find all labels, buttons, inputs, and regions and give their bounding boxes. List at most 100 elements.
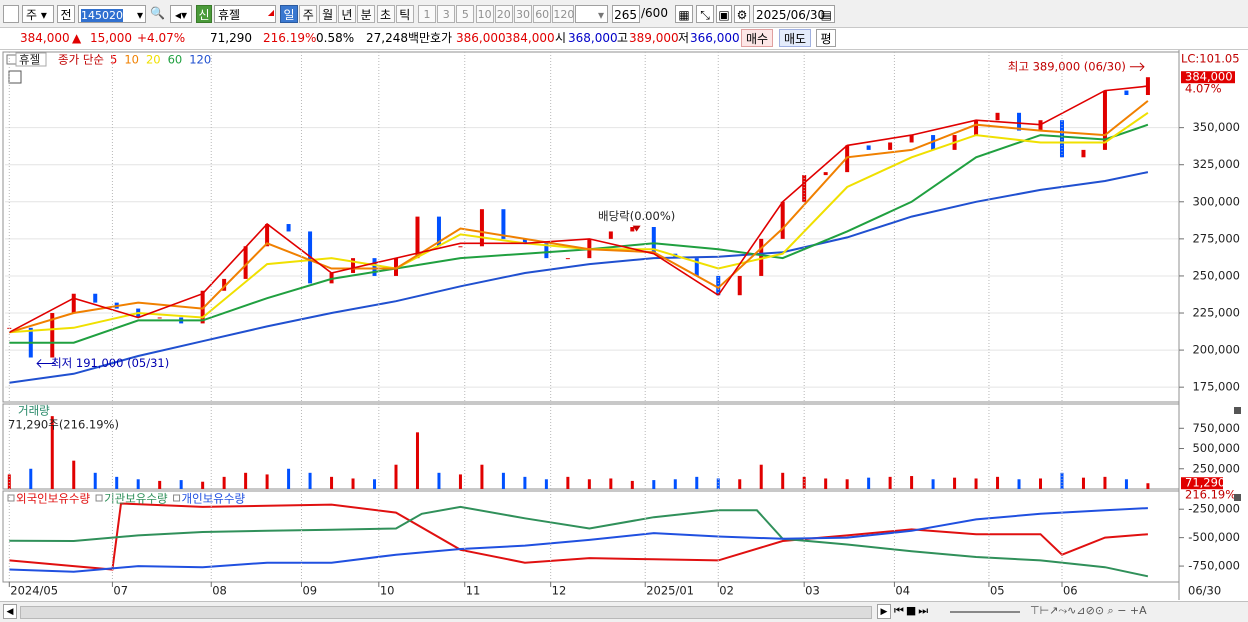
panel: [2, 51, 1180, 403]
volume-bar: [996, 476, 1000, 489]
draw-tools[interactable]: ⊤⊢↗⤳∿⊿⊘⊙ ⌕ − +A: [1030, 604, 1147, 617]
count-select[interactable]: ▾: [575, 5, 608, 23]
period-tab[interactable]: 년: [337, 5, 356, 23]
sound-icon[interactable]: ◂▾: [170, 5, 192, 23]
legend-entry: 기관보유수량: [104, 492, 168, 506]
candle: [630, 227, 635, 232]
max-count: /600: [641, 6, 668, 20]
dividend-annotation: 배당락(0.00%): [598, 209, 675, 223]
y-tick-label: 200,000: [1192, 343, 1240, 357]
period-tab[interactable]: 120: [552, 5, 575, 23]
low: 366,000: [690, 31, 740, 45]
volume-bar: [415, 432, 419, 489]
tool-icon[interactable]: ▦: [675, 5, 693, 23]
panel-title: 거래량: [18, 404, 50, 418]
scroll-track[interactable]: [20, 606, 872, 619]
period-tab[interactable]: 5: [456, 5, 475, 23]
candle: [436, 216, 441, 247]
period-tab[interactable]: 틱: [395, 5, 414, 23]
candle: [694, 258, 699, 276]
period-tab[interactable]: 3: [437, 5, 456, 23]
volume-bar: [1039, 478, 1043, 489]
toolbar: 주 ▾ 전 145020 ▾ 🔍 ◂▾ 신 휴젤 ◢ 일 주 월 년 분 초 틱 1 3 5 10 20 3…: [0, 0, 1248, 28]
y-tick-label: 350,000: [1192, 120, 1240, 134]
y-tick-label: 275,000: [1192, 231, 1240, 245]
candle: [716, 275, 721, 296]
x-tick-label: 06: [1063, 584, 1078, 598]
period-tab[interactable]: 일: [280, 5, 298, 23]
pct-label: 4.07%: [1185, 82, 1222, 96]
save-icon[interactable]: ▣: [716, 5, 732, 23]
volume-bar: [136, 479, 140, 489]
volume-bar: [888, 476, 892, 489]
candle: [1145, 77, 1150, 96]
period-tab[interactable]: 1: [418, 5, 436, 23]
candle: [93, 293, 98, 303]
candle: [608, 231, 613, 239]
period-tab[interactable]: 분: [357, 5, 376, 23]
period-tab[interactable]: 월: [318, 5, 337, 23]
legend-entry: 20: [146, 53, 161, 67]
buy-button[interactable]: 매수: [741, 29, 773, 47]
candle: [802, 175, 807, 202]
scroll-left[interactable]: ◀: [3, 604, 17, 619]
period-tab[interactable]: 주: [299, 5, 318, 23]
candle: [458, 246, 463, 248]
code-input[interactable]: 145020 ▾: [78, 5, 146, 23]
volume-bar: [716, 478, 720, 489]
volume-bar: [158, 480, 162, 489]
sell-button[interactable]: 매도: [779, 29, 811, 47]
settings-icon[interactable]: ⚙: [734, 5, 750, 23]
candle: [351, 258, 356, 273]
date-input[interactable]: 2025/06/30 ▤: [753, 5, 835, 23]
volume-bar: [931, 479, 935, 489]
period-tab[interactable]: 60: [533, 5, 552, 23]
view-count[interactable]: 265: [612, 5, 640, 23]
period-tab[interactable]: 30: [514, 5, 532, 23]
volume-bar: [1124, 479, 1128, 489]
candle: [544, 243, 549, 259]
volume-bar: [29, 468, 33, 489]
y-tick-label: -500,000: [1188, 530, 1240, 544]
tool-icon[interactable]: ⤡: [696, 5, 714, 23]
period-tab[interactable]: 20: [494, 5, 513, 23]
volume-bar: [673, 479, 677, 489]
volume-bar: [222, 476, 226, 489]
name-input[interactable]: 휴젤 ◢: [214, 5, 276, 23]
period-tab[interactable]: 초: [376, 5, 395, 23]
prev-button[interactable]: 전: [57, 5, 75, 23]
scroll-right[interactable]: ▶: [877, 604, 891, 619]
volume-bar: [695, 476, 699, 489]
new-badge: 신: [196, 5, 212, 23]
volume-bar: [115, 476, 119, 489]
code: 145020: [81, 9, 123, 22]
avg-button[interactable]: 평: [816, 29, 836, 47]
lc-label: LC:101.05: [1181, 52, 1240, 66]
volume-bar: [523, 476, 527, 489]
candle: [651, 227, 656, 254]
menu-icon[interactable]: [3, 5, 19, 23]
volume-tag: [1181, 477, 1223, 490]
period-select[interactable]: 주 ▾: [22, 5, 54, 23]
series-line: [9, 507, 1148, 573]
search-icon[interactable]: 🔍: [150, 6, 165, 20]
x-tick-label: 03: [805, 584, 820, 598]
y-tick-label: 225,000: [1192, 306, 1240, 320]
period: 주: [26, 8, 38, 22]
legend-entry: 10: [124, 53, 139, 67]
panel-close: [1234, 494, 1241, 501]
arrow: ▲: [72, 31, 82, 45]
nav-icons[interactable]: ⏮■⏭: [894, 604, 931, 617]
period-tab[interactable]: 10: [475, 5, 494, 23]
panel-close: [1234, 407, 1241, 414]
open-label: 시: [555, 31, 567, 45]
volume: 71,290: [210, 31, 252, 45]
x-tick-label: 2024/05: [10, 584, 58, 598]
candle: [71, 293, 76, 314]
volume-bar: [566, 476, 570, 489]
y-tick-label: 250,000: [1192, 268, 1240, 282]
zoom-slider[interactable]: [950, 611, 1020, 613]
volume-bar: [824, 478, 828, 489]
volume-pct-label: 216.19%: [1185, 488, 1236, 502]
candle: [157, 317, 162, 319]
